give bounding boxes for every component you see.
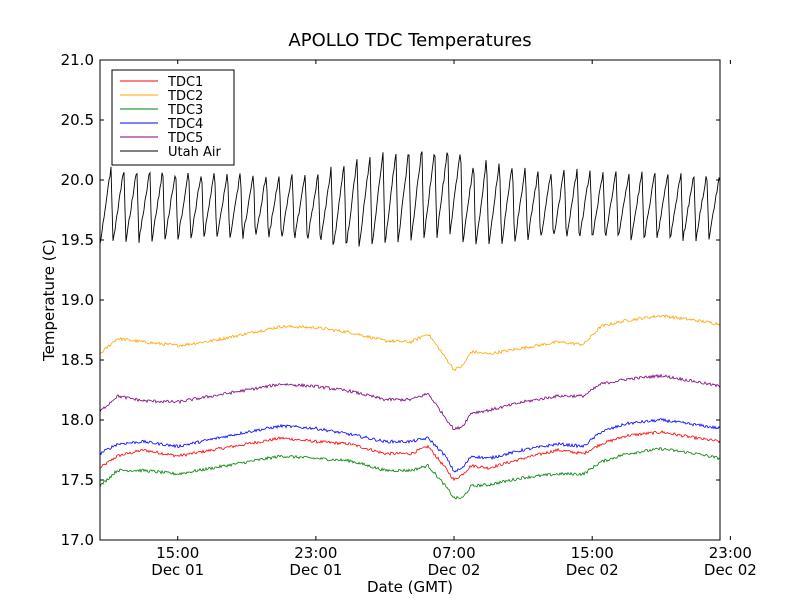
chart-title: APOLLO TDC Temperatures bbox=[288, 30, 531, 51]
x-tick-date-label: Dec 01 bbox=[151, 561, 204, 579]
series-line-tdc1 bbox=[100, 430, 720, 482]
x-tick-time-label: 23:00 bbox=[294, 544, 337, 562]
x-tick-date-label: Dec 02 bbox=[566, 561, 619, 579]
x-tick-time-label: 15:00 bbox=[156, 544, 199, 562]
y-tick-label: 17.5 bbox=[61, 471, 94, 489]
y-tick-label: 21.0 bbox=[61, 51, 94, 69]
y-tick-label: 18.0 bbox=[61, 411, 94, 429]
x-axis-label: Date (GMT) bbox=[367, 578, 453, 596]
x-tick-date-label: Dec 02 bbox=[704, 561, 757, 579]
series-layer bbox=[100, 151, 720, 500]
series-line-tdc3 bbox=[100, 447, 720, 500]
y-tick-label: 19.0 bbox=[61, 291, 94, 309]
legend-label-tdc5: TDC5 bbox=[167, 131, 203, 146]
x-tick-time-label: 07:00 bbox=[432, 544, 475, 562]
series-line-tdc4 bbox=[100, 418, 720, 473]
tick-layer: 17.0 17.5 18.0 18.5 19.0 19.5 20.0 20.5 21.0 15:0… bbox=[61, 51, 757, 579]
y-tick-label: 19.5 bbox=[61, 231, 94, 249]
legend-label-tdc1: TDC1 bbox=[167, 75, 203, 90]
legend-box bbox=[111, 69, 235, 166]
x-tick-time-label: 23:00 bbox=[709, 544, 752, 562]
x-tick-date-label: Dec 01 bbox=[289, 561, 342, 579]
y-axis-label: Temperature (C) bbox=[40, 239, 58, 362]
y-tick-label: 20.0 bbox=[61, 171, 94, 189]
series-line-tdc5 bbox=[100, 373, 720, 431]
legend-label-tdc2: TDC2 bbox=[167, 89, 203, 104]
x-tick-time-label: 15:00 bbox=[571, 544, 614, 562]
x-tick-date-label: Dec 02 bbox=[428, 561, 481, 579]
y-tick-label: 18.5 bbox=[61, 351, 94, 369]
legend-label-tdc4: TDC4 bbox=[167, 117, 203, 132]
legend-label-utah-air: Utah Air bbox=[168, 145, 221, 160]
y-tick-label: 20.5 bbox=[61, 111, 94, 129]
series-line-utah-air bbox=[100, 151, 720, 247]
legend-label-tdc3: TDC3 bbox=[167, 103, 203, 118]
y-tick-label: 17.0 bbox=[61, 531, 94, 549]
series-line-tdc2 bbox=[100, 314, 720, 372]
